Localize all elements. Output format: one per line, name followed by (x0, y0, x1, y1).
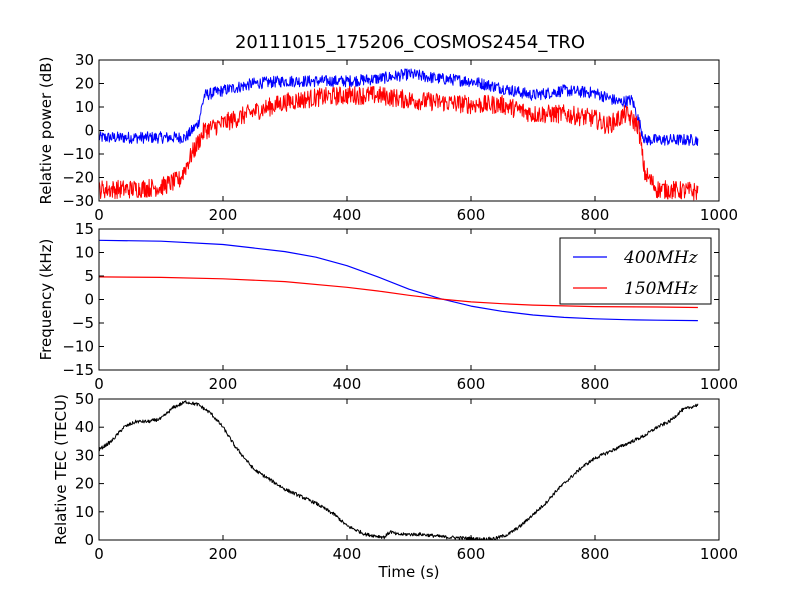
y-tick-label: 10 (75, 98, 94, 116)
y-tick-label: 10 (75, 503, 94, 521)
y-tick-label: −10 (62, 145, 94, 163)
x-tick-label: 200 (209, 545, 238, 563)
x-tick-label: 0 (94, 545, 104, 563)
x-tick-label: 1000 (700, 375, 738, 393)
y-tick-label: −10 (62, 338, 94, 356)
x-tick-label: 1000 (700, 545, 738, 563)
y-tick-label: 10 (75, 244, 94, 262)
x-tick-label: 800 (581, 545, 610, 563)
series-line-2 (99, 276, 698, 309)
y-tick-label: 30 (75, 51, 94, 69)
x-tick-label: 400 (333, 545, 362, 563)
x-tick-label: 200 (209, 375, 238, 393)
chart-panel-3: 0 200 400 600 800 1000 50 40 30 20 10 0 Relative TEC… (52, 390, 738, 581)
x-tick-label: 200 (209, 206, 238, 224)
x-axis-label: Time (s) (378, 563, 440, 581)
y-tick-label: 0 (84, 291, 94, 309)
figure-title: 20111015_175206_COSMOS2454_TRO (235, 32, 585, 53)
legend-box (559, 237, 712, 305)
x-tick-label: 600 (457, 206, 486, 224)
y-tick-label: 50 (75, 390, 94, 408)
x-tick-label: 800 (581, 375, 610, 393)
y-tick-label: 30 (75, 446, 94, 464)
y-tick-label: 5 (84, 267, 94, 285)
y-tick-label: 40 (75, 418, 94, 436)
legend-label-2: 150MHz (624, 279, 699, 299)
y-tick-label: −15 (62, 361, 94, 379)
y-axis-label: Relative power (dB) (37, 57, 55, 205)
x-tick-label: 0 (94, 206, 104, 224)
x-tick-label: 0 (94, 375, 104, 393)
charts: 0 200 400 600 800 10003020100−10−20−30Relativ… (37, 51, 738, 581)
x-tick-label: 1000 (700, 206, 738, 224)
x-tick-label: 800 (581, 206, 610, 224)
legend: 400MHz 150MHz (559, 237, 712, 305)
legend-label-1: 400MHz (623, 248, 699, 268)
y-tick-label: 15 (75, 220, 94, 238)
chart-panel-2: 0 200 400 600 800 1000 15 10 5 0 −5 −10 −15 Frequency… (37, 220, 738, 393)
y-tick-label: 0 (84, 122, 94, 140)
y-tick-label: 20 (75, 475, 94, 493)
plot-frame (98, 398, 720, 541)
x-tick-label: 600 (457, 545, 486, 563)
chart-panel-1: 0 200 400 600 800 1000 30 20 10 0 −10 −20 −30 Relativ… (37, 51, 738, 224)
y-axis-label: Frequency (kHz) (37, 239, 55, 361)
series-line-1 (99, 68, 699, 146)
series-line-2 (99, 85, 699, 201)
y-tick-label: −30 (62, 192, 94, 210)
series-line-1 (99, 400, 699, 540)
x-tick-label: 600 (457, 375, 486, 393)
y-tick-label: −5 (72, 314, 94, 332)
x-tick-label: 400 (333, 375, 362, 393)
y-tick-label: −20 (62, 169, 94, 187)
y-tick-label: 20 (75, 75, 94, 93)
y-tick-label: 0 (84, 531, 94, 549)
x-tick-label: 400 (333, 206, 362, 224)
y-axis-label: Relative TEC (TECU) (52, 394, 70, 545)
